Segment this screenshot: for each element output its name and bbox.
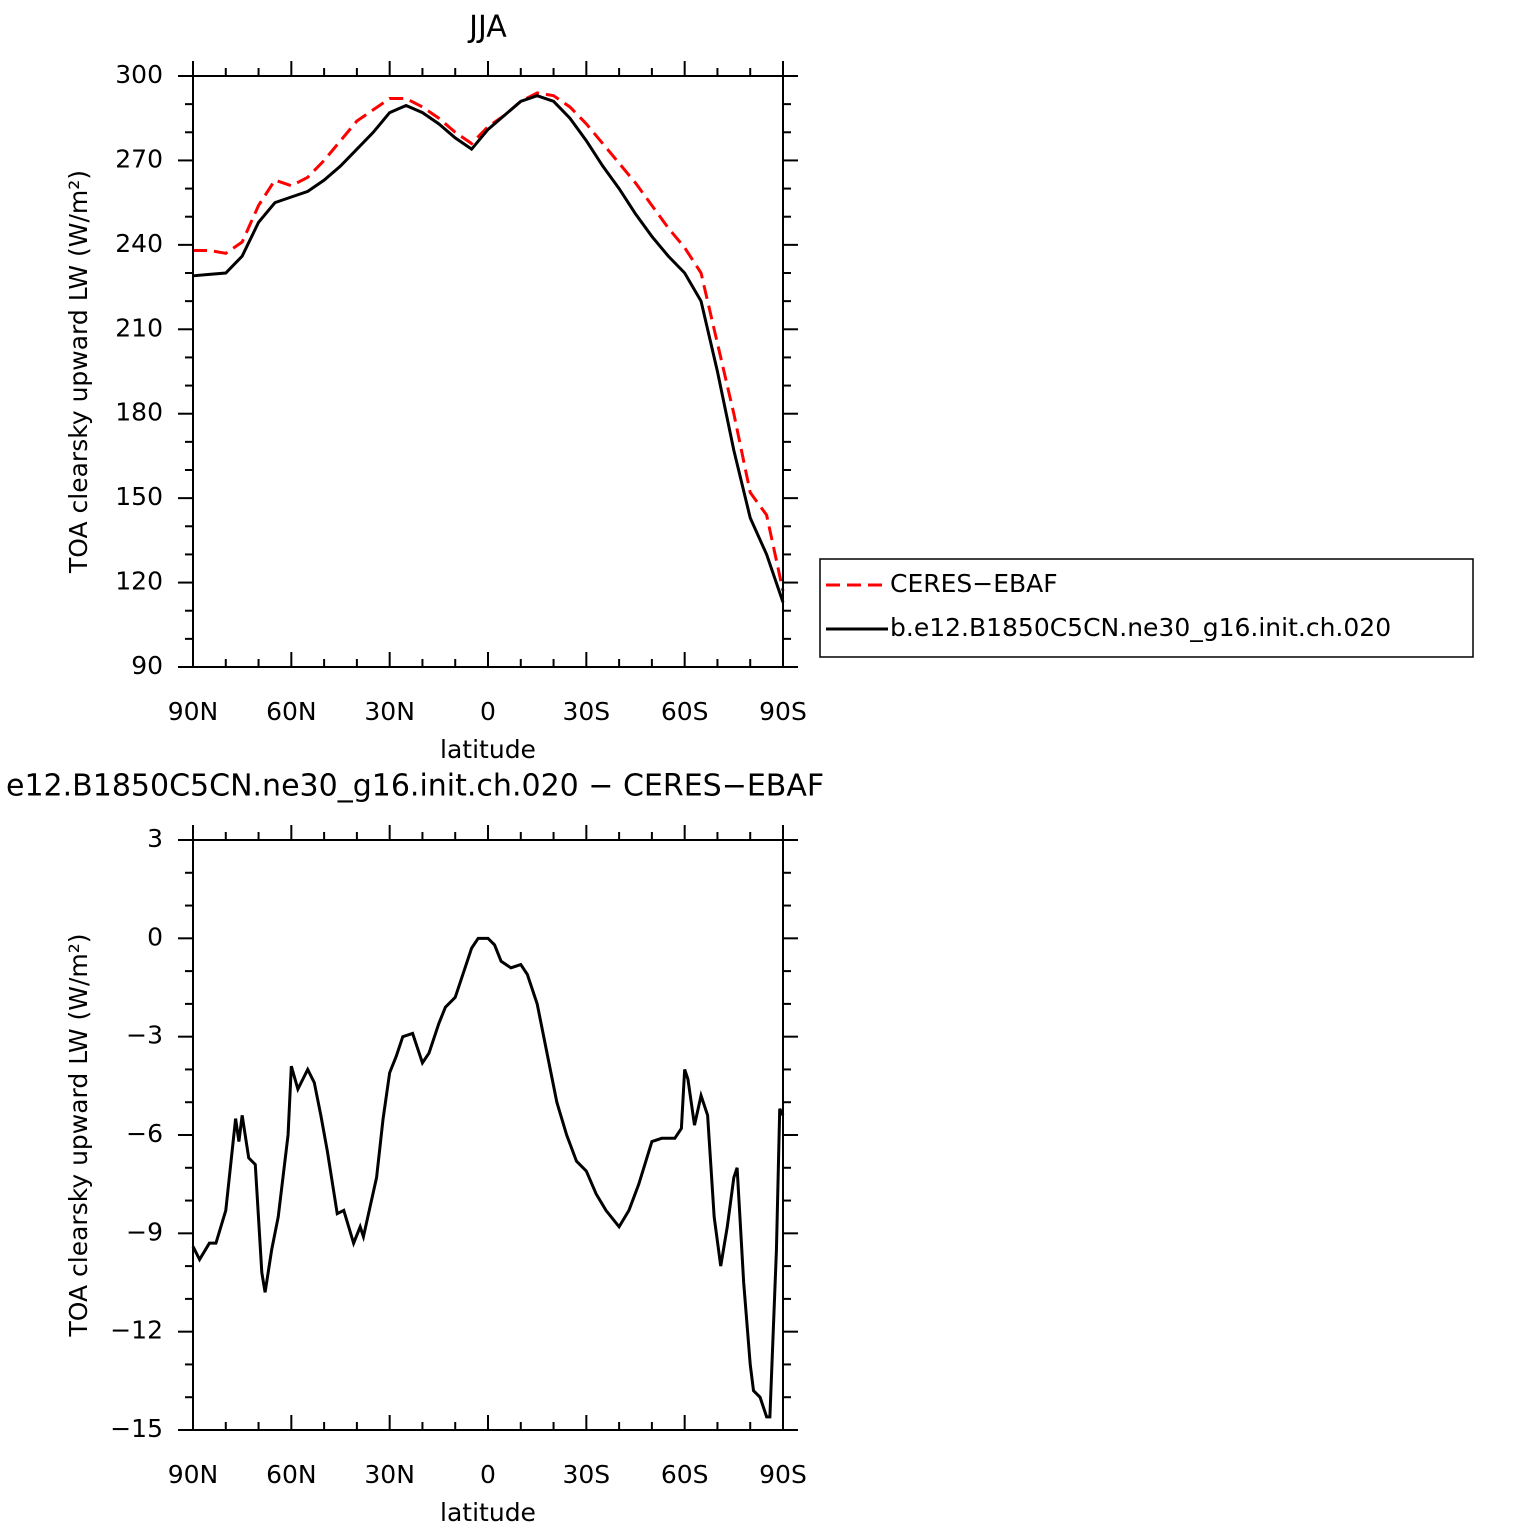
y-tick-label: −12 <box>110 1316 163 1345</box>
data-line <box>192 94 785 603</box>
x-tick-label: 90S <box>759 697 807 726</box>
legend-box <box>819 558 1474 658</box>
x-tick-label: 30N <box>364 697 415 726</box>
x-tick-label: 30S <box>562 1460 610 1489</box>
data-line <box>191 936 785 1419</box>
data-line <box>193 91 785 592</box>
x-tick-label: 60S <box>661 697 709 726</box>
y-axis-label: TOA clearsky upward LW (W/m²) <box>64 933 93 1337</box>
y-tick-label: 3 <box>147 824 163 853</box>
y-tick-label: −6 <box>126 1119 163 1148</box>
x-tick-label: 60N <box>266 697 317 726</box>
y-tick-label: 270 <box>115 144 163 173</box>
chart-title: JJA <box>467 10 507 45</box>
y-tick-label: 120 <box>115 567 163 596</box>
x-tick-label: 90S <box>759 1460 807 1489</box>
x-tick-label: 60S <box>661 1460 709 1489</box>
x-tick-label: 0 <box>480 1460 496 1489</box>
y-tick-label: 180 <box>115 398 163 427</box>
y-tick-label: 150 <box>115 482 163 511</box>
y-tick-label: −9 <box>126 1217 163 1246</box>
y-tick-label: 240 <box>115 229 163 258</box>
y-tick-label: 0 <box>147 922 163 951</box>
x-tick-label: 30N <box>364 1460 415 1489</box>
y-tick-label: −3 <box>126 1021 163 1050</box>
legend-label: b.e12.B1850C5CN.ne30_g16.init.ch.020 <box>890 613 1391 642</box>
plot-frame <box>192 75 784 668</box>
x-tick-label: 60N <box>266 1460 317 1489</box>
y-axis-label: TOA clearsky upward LW (W/m²) <box>64 170 93 574</box>
x-tick-label: 30S <box>562 697 610 726</box>
y-tick-label: 300 <box>115 60 163 89</box>
x-tick-label: 90N <box>168 1460 219 1489</box>
y-tick-label: −15 <box>110 1414 163 1443</box>
legend-label: CERES−EBAF <box>890 569 1058 598</box>
y-tick-label: 210 <box>115 313 163 342</box>
plot-frame <box>192 839 784 1431</box>
x-axis-label: latitude <box>440 735 536 764</box>
x-tick-label: 0 <box>480 697 496 726</box>
x-tick-label: 90N <box>168 697 219 726</box>
x-axis-label: latitude <box>440 1498 536 1527</box>
chart-title: e12.B1850C5CN.ne30_g16.init.ch.020 − CER… <box>6 769 824 804</box>
y-tick-label: 90 <box>131 651 163 680</box>
